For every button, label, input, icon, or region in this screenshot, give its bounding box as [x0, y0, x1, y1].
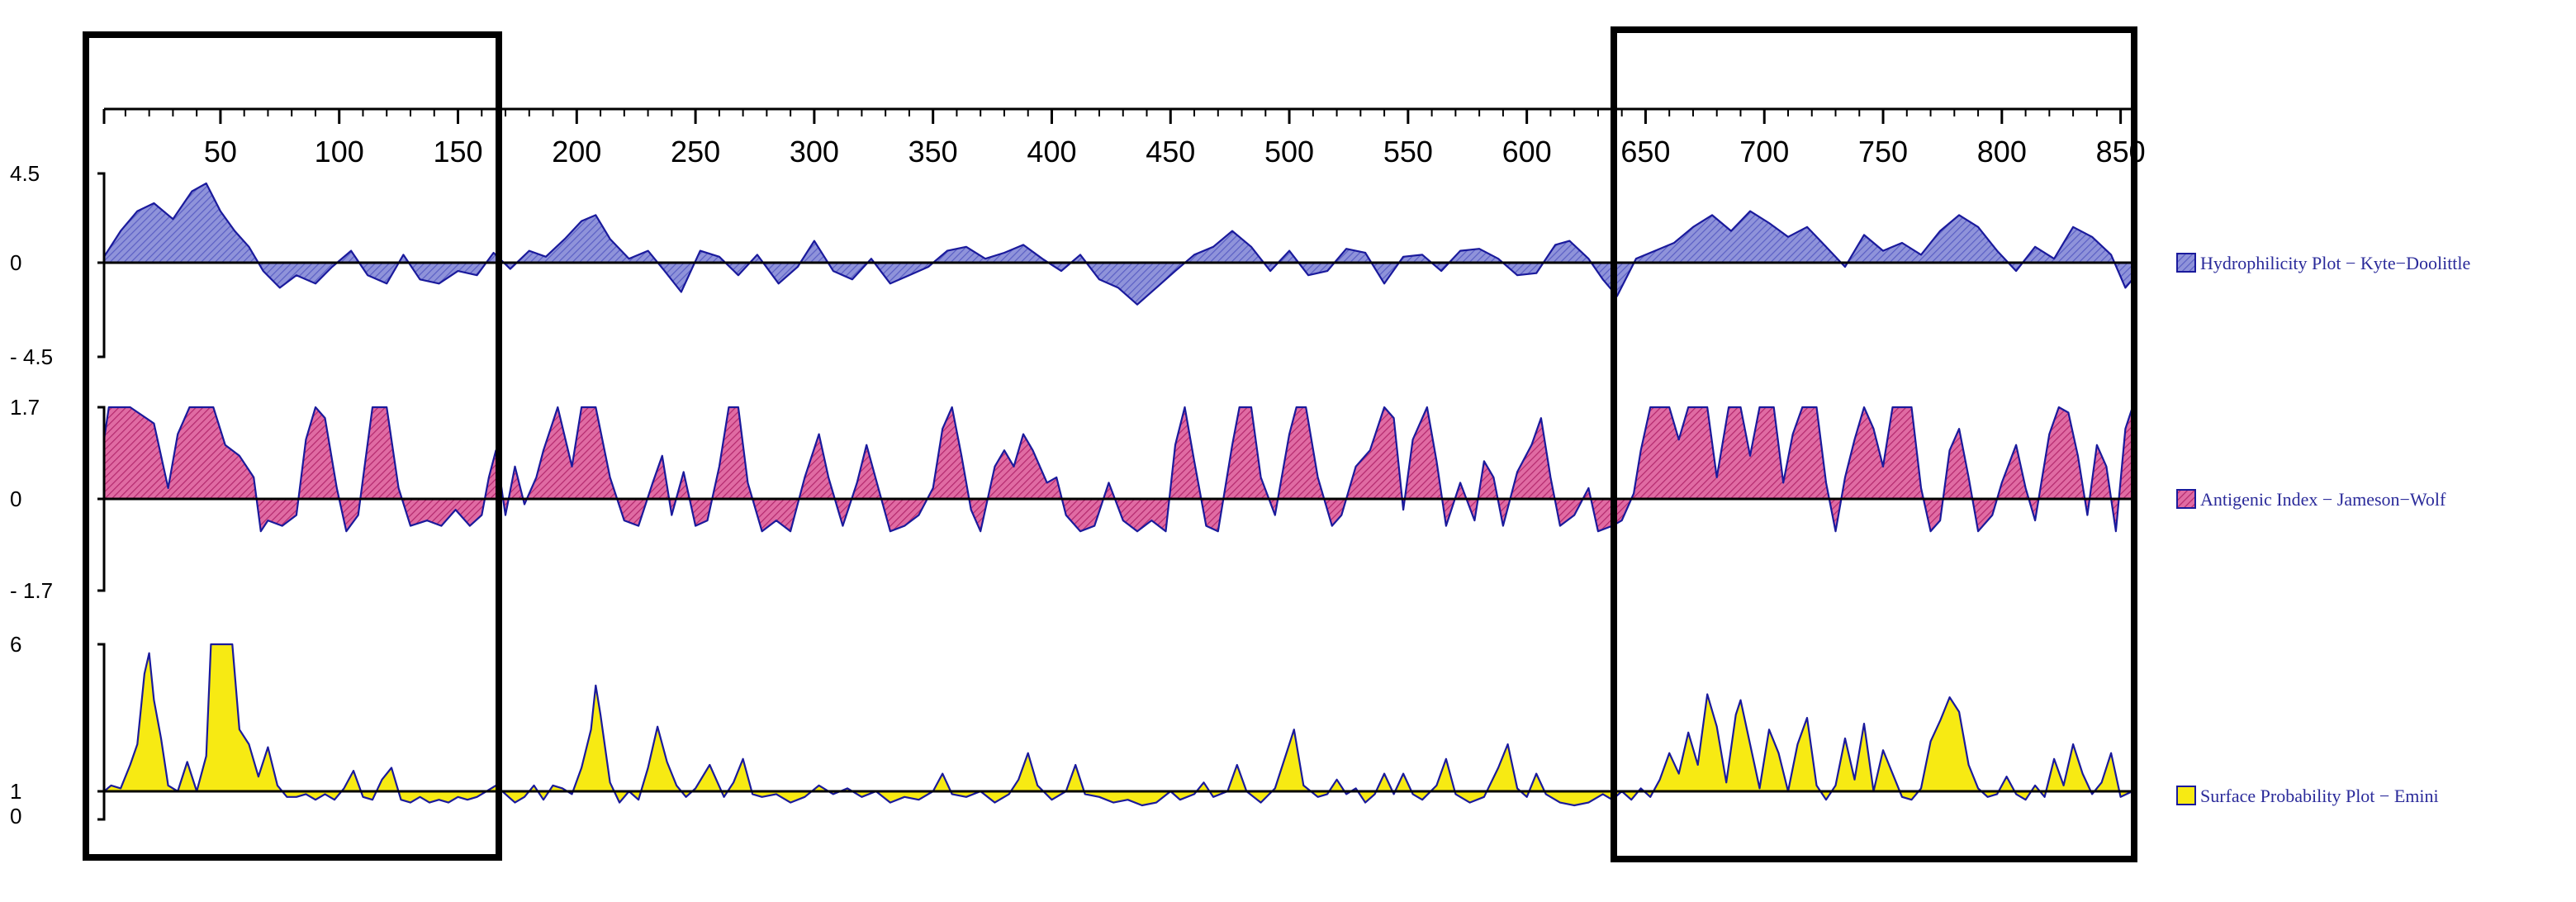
x-tick-label: 650 [1620, 135, 1670, 169]
x-tick-label: 300 [790, 135, 839, 169]
y-tick-label: 0 [10, 804, 21, 828]
highlight-box [1611, 26, 2137, 862]
y-tick-label: 0 [10, 250, 21, 275]
x-tick-label: 500 [1264, 135, 1314, 169]
x-tick-label: 750 [1858, 135, 1908, 169]
x-tick-label: 150 [433, 135, 482, 169]
panel-3: 6 10 [10, 632, 2133, 828]
x-tick-label: 600 [1502, 135, 1552, 169]
x-tick-label: 450 [1146, 135, 1195, 169]
series-area [104, 407, 2132, 532]
y-tick-label: - 1.7 [10, 578, 53, 603]
legend-label: Hydrophilicity Plot − Kyte−Doolittle [2200, 253, 2470, 273]
legend: Hydrophilicity Plot − Kyte−Doolittle Anti… [2176, 253, 2470, 806]
legend-swatch [2176, 253, 2196, 273]
legend-label: Antigenic Index − Jameson−Wolf [2200, 489, 2446, 510]
series-line [103, 182, 2133, 306]
x-tick-label: 400 [1027, 135, 1076, 169]
y-tick-label: - 4.5 [10, 344, 53, 369]
x-tick-label: 250 [671, 135, 720, 169]
legend-swatch [2176, 489, 2196, 509]
series-line [102, 406, 2134, 533]
legend-swatch [2176, 786, 2196, 805]
panel-1: 4.5 0 - 4.5 [10, 161, 2133, 369]
x-tick-label: 350 [908, 135, 958, 169]
y-tick-label: 1 [10, 779, 21, 804]
y-tick-label: 4.5 [10, 161, 40, 186]
legend-label: Surface Probability Plot − Emini [2200, 786, 2439, 806]
y-axis-bracket [97, 643, 106, 821]
series-line [103, 643, 2133, 807]
series-area [104, 183, 2132, 305]
x-tick-label: 700 [1739, 135, 1789, 169]
x-tick-label: 200 [552, 135, 601, 169]
x-tick-label: 800 [1977, 135, 2027, 169]
x-tick-label: 850 [2096, 135, 2146, 169]
y-tick-label: 6 [10, 632, 21, 657]
panel-2: 1.7 0 - 1.7 [10, 395, 2134, 603]
highlight-box [83, 31, 502, 861]
y-axis-bracket [97, 172, 106, 358]
y-tick-label: 0 [10, 487, 21, 511]
x-tick-label: 550 [1383, 135, 1433, 169]
x-axis: 50 100 150 200 250 300 350 400 450 500 550 600 650 70… [102, 107, 2146, 169]
series-area [104, 644, 2132, 805]
x-tick-label: 50 [204, 135, 237, 169]
highlight-regions [83, 26, 2137, 862]
y-tick-label: 1.7 [10, 395, 40, 420]
x-tick-label: 100 [315, 135, 364, 169]
